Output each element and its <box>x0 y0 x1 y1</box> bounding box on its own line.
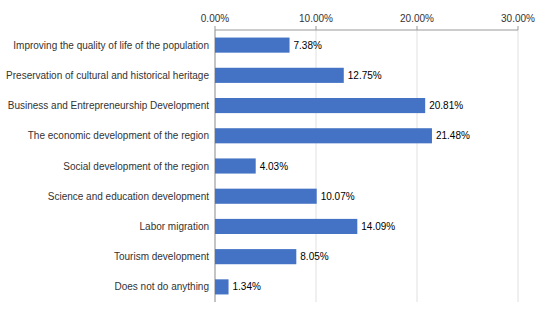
category-label: Improving the quality of life of the pop… <box>13 40 209 51</box>
data-label: 1.34% <box>233 281 261 292</box>
bar <box>215 128 432 143</box>
grid-line <box>417 30 418 302</box>
data-label: 20.81% <box>429 100 463 111</box>
category-label: Preservation of cultural and historical … <box>6 70 209 81</box>
data-label: 10.07% <box>321 191 355 202</box>
tick-label: 30.00% <box>501 13 535 24</box>
category-label: Science and education development <box>48 191 209 202</box>
tick-label: 20.00% <box>400 13 434 24</box>
data-label: 14.09% <box>361 221 395 232</box>
tick-mark <box>316 26 317 30</box>
grid-line <box>518 30 519 302</box>
grid <box>215 30 518 302</box>
category-label: The economic development of the region <box>28 130 209 141</box>
bar <box>215 68 344 83</box>
category-label: Tourism development <box>114 251 209 262</box>
tick-mark <box>215 26 216 30</box>
tick-mark <box>417 26 418 30</box>
data-label: 12.75% <box>348 70 382 81</box>
x-axis-line <box>215 30 518 31</box>
tick-label: 10.00% <box>299 13 333 24</box>
bar <box>215 219 357 234</box>
data-label: 7.38% <box>294 40 322 51</box>
tick-mark <box>518 26 519 30</box>
chart-container: Does not do anything Tourism development L… <box>0 0 540 310</box>
category-label: Labor migration <box>140 221 209 232</box>
bar <box>215 189 317 204</box>
y-axis-labels: Does not do anything Tourism development L… <box>6 40 209 293</box>
chart-svg: Does not do anything Tourism development L… <box>0 0 540 310</box>
bar <box>215 279 229 294</box>
category-label: Business and Entrepreneurship Developmen… <box>8 100 209 111</box>
data-label: 4.03% <box>260 161 288 172</box>
data-labels: 1.34% 8.05% 14.09% 10.07% 4.03% 21.48% 20.81% 1… <box>233 40 470 293</box>
bars <box>215 38 432 295</box>
tick-label: 0.00% <box>201 13 229 24</box>
bar <box>215 98 425 113</box>
bar <box>215 249 296 264</box>
category-label: Does not do anything <box>114 281 209 292</box>
data-label: 21.48% <box>436 130 470 141</box>
x-axis: 0.00% 10.00% 20.00% 30.00% <box>201 13 535 30</box>
data-label: 8.05% <box>300 251 328 262</box>
bar <box>215 158 256 173</box>
category-label: Social development of the region <box>63 161 209 172</box>
bar <box>215 38 290 53</box>
